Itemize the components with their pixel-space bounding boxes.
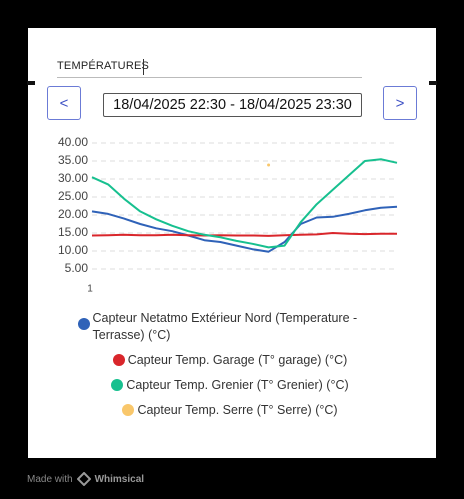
y-tick-label: 10.00 (58, 243, 88, 257)
series-line (91, 205, 398, 253)
y-tick-label: 40.00 (58, 135, 88, 149)
heading: TEMPÉRATURES (57, 60, 150, 72)
underline (57, 77, 362, 78)
resize-handle (429, 81, 437, 85)
footer: Made with Whimsical (27, 472, 144, 486)
legend: Capteur Netatmo Extérieur Nord (Temperat… (70, 310, 390, 427)
legend-swatch (122, 404, 135, 416)
legend-item[interactable]: Capteur Temp. Garage (T° garage) (°C) (70, 352, 390, 369)
prev-button[interactable]: < (47, 86, 81, 120)
card (28, 28, 436, 458)
y-tick-label: 20.00 (58, 207, 88, 221)
legend-label: Capteur Temp. Grenier (T° Grenier) (°C) (126, 378, 349, 392)
text-caret (143, 59, 144, 75)
resize-handle (27, 81, 35, 85)
legend-label: Capteur Temp. Garage (T° garage) (°C) (127, 353, 348, 367)
date-range[interactable]: 18/04/2025 22:30 - 18/04/2025 23:30 (103, 93, 362, 117)
legend-label: Capteur Temp. Serre (T° Serre) (°C) (137, 403, 338, 417)
y-tick-label: 15.00 (58, 225, 88, 239)
brand: Whimsical (94, 473, 145, 485)
legend-swatch (112, 354, 125, 366)
legend-item[interactable]: Capteur Temp. Serre (T° Serre) (°C) (70, 402, 390, 419)
y-tick-label: 35.00 (58, 153, 88, 167)
point (267, 163, 271, 167)
legend-swatch (77, 318, 90, 330)
series-line (91, 158, 398, 249)
x-tick-label: 1 (87, 284, 93, 295)
next-button[interactable]: > (383, 86, 417, 120)
legend-label: Capteur Netatmo Extérieur Nord (Temperat… (92, 311, 358, 342)
legend-item[interactable]: Capteur Netatmo Extérieur Nord (Temperat… (70, 310, 390, 344)
y-tick-label: 30.00 (58, 171, 88, 185)
made-with: Made with (27, 473, 73, 485)
y-tick-label: 5.00 (65, 261, 89, 275)
logo (76, 472, 91, 486)
series-line (91, 232, 397, 237)
legend-item[interactable]: Capteur Temp. Grenier (T° Grenier) (°C) (70, 377, 390, 394)
legend-swatch (111, 379, 124, 391)
y-tick-label: 25.00 (58, 189, 88, 203)
